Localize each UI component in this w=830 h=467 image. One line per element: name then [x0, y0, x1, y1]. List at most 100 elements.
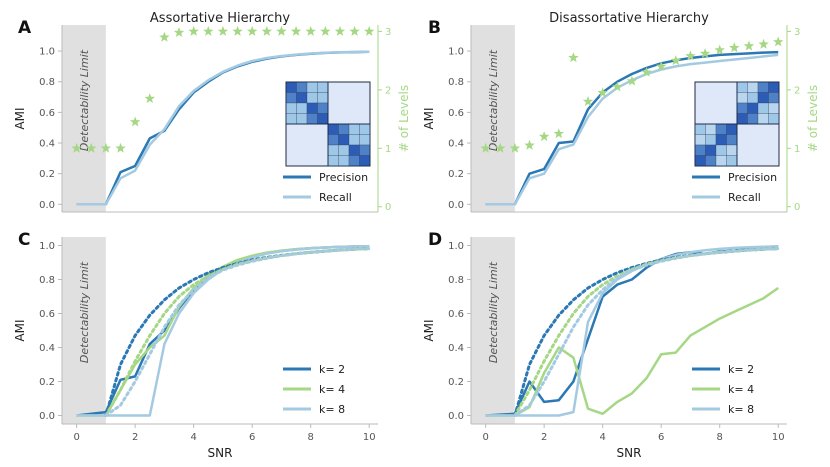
x-tick-label: 10: [772, 432, 785, 443]
y-tick-label: 0.4: [448, 139, 464, 150]
levels-star-point: [772, 36, 784, 47]
levels-star-point: [758, 38, 769, 49]
y-tick-label: 0.6: [448, 309, 464, 320]
inset-cell: [285, 102, 297, 114]
panel-letter-d: D: [428, 230, 442, 250]
inset-cell: [736, 81, 748, 93]
levels-star-point: [714, 44, 725, 55]
inset-cell: [327, 144, 339, 156]
y-tick-label: 0.0: [448, 200, 464, 211]
levels-star-point: [349, 25, 360, 36]
y-tick-label: 0.8: [39, 77, 55, 88]
y2-tick-label: 1: [385, 144, 391, 155]
levels-star-point: [276, 25, 287, 36]
inset-cell: [296, 102, 308, 114]
inset-cell: [327, 123, 339, 135]
inset-cell: [285, 113, 297, 125]
levels-star-point: [509, 142, 521, 153]
detectability-region: [62, 237, 106, 424]
x-tick-label: 10: [363, 432, 376, 443]
y-tick-label: 0.0: [39, 411, 55, 422]
panel-c: C Detectability Limit 0.0 0.2 0.4 0.6 0.8 1.0 0 2…: [13, 230, 378, 460]
inset-cell: [726, 155, 738, 167]
inset-block-outline: [327, 81, 371, 125]
y-tick-label: 0.2: [39, 377, 55, 388]
inset-cell: [338, 123, 350, 135]
y-tick-label: 0.8: [39, 275, 55, 286]
levels-star-point: [71, 142, 82, 153]
levels-star-point: [568, 52, 579, 63]
inset-cell: [715, 144, 727, 156]
inset-cell: [306, 92, 318, 104]
inset-cell: [359, 123, 371, 135]
panel-b: B Disassortative Hierarchy Detectability L…: [422, 11, 820, 213]
x-tick-label: 6: [658, 432, 664, 443]
x-tick-label: 8: [308, 432, 314, 443]
inset-cell: [285, 81, 297, 93]
levels-star-point: [217, 25, 229, 36]
levels-star-point: [582, 96, 594, 106]
legend-label: Precision: [728, 171, 777, 184]
levels-star-point: [538, 131, 550, 142]
inset-cell: [726, 134, 738, 146]
levels-star-point: [115, 142, 126, 153]
legend-label: k= 2: [728, 363, 754, 376]
x-tick-label: 4: [599, 432, 605, 443]
inset-cell: [317, 81, 329, 93]
inset-cell: [736, 102, 748, 114]
inset-cell: [747, 81, 759, 93]
legend-label: Precision: [319, 171, 368, 184]
inset-cell: [296, 92, 308, 104]
series-levels-stars: [71, 25, 375, 153]
y2-tick-label: 2: [794, 85, 800, 96]
y-axis-label: AMI: [13, 107, 27, 129]
y-tick-label: 0.8: [448, 77, 464, 88]
y2-tick-label: 3: [385, 27, 391, 38]
inset-cell: [705, 155, 717, 167]
inset-cell: [705, 134, 717, 146]
y-axis-label: AMI: [422, 107, 436, 129]
y-tick-label: 0.0: [448, 411, 464, 422]
inset-cell: [726, 123, 738, 135]
inset-cell: [715, 134, 727, 146]
inset-cell: [726, 144, 738, 156]
inset-cell: [338, 155, 350, 167]
inset-cell: [747, 92, 759, 104]
inset-cell: [757, 102, 769, 114]
series-line-recall: [76, 50, 370, 206]
levels-star-point: [320, 25, 331, 36]
inset-cell: [757, 113, 769, 125]
levels-star-point: [363, 25, 375, 36]
inset-cell: [327, 155, 339, 167]
inset-cell: [694, 144, 706, 156]
y-axis-label: AMI: [13, 319, 27, 341]
legend-label: k= 4: [728, 383, 754, 396]
detectability-region: [471, 25, 515, 212]
inset-cell: [317, 92, 329, 104]
levels-star-point: [100, 142, 112, 153]
inset-cell: [694, 155, 706, 167]
levels-star-point: [232, 25, 243, 36]
detectability-region: [471, 237, 515, 424]
detectability-region: [62, 25, 106, 212]
inset-cell: [705, 123, 717, 135]
levels-star-point: [188, 25, 199, 36]
y-tick-label: 0.4: [39, 343, 55, 354]
inset-cell: [306, 113, 318, 125]
detectability-label: Detectability Limit: [487, 49, 500, 151]
y-tick-label: 0.2: [448, 169, 464, 180]
y2-tick-label: 3: [794, 27, 800, 38]
y2-tick-label: 0: [794, 202, 800, 213]
inset-cell: [338, 144, 350, 156]
x-tick-label: 4: [190, 432, 196, 443]
levels-star-point: [86, 142, 97, 153]
series-line-precision: [485, 50, 779, 206]
x-axis-label: SNR: [617, 446, 642, 460]
series-levels-stars: [480, 36, 784, 153]
levels-star-point: [553, 128, 565, 139]
inset-cell: [757, 92, 769, 104]
y-tick-label: 1.0: [39, 241, 55, 252]
inset-cell: [768, 81, 780, 93]
inset-block-outline: [736, 81, 780, 125]
